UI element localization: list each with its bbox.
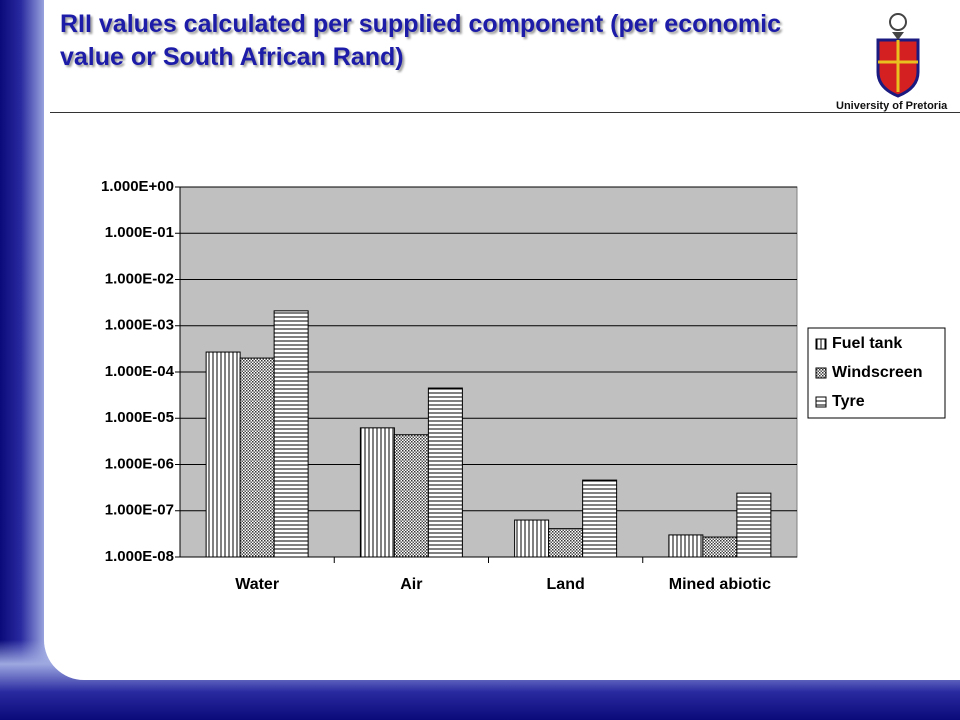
y-tick-label: 1.000E+00 <box>101 178 174 195</box>
bar <box>273 310 309 558</box>
legend-swatch <box>815 396 827 408</box>
bar <box>427 387 463 558</box>
x-tick-label: Land <box>547 576 585 593</box>
y-tick-label: 1.000E-08 <box>105 548 174 565</box>
y-tick-label: 1.000E-04 <box>105 363 175 380</box>
legend-box <box>807 327 946 419</box>
x-tick-label: Mined abiotic <box>669 576 771 593</box>
y-tick-label: 1.000E-03 <box>105 317 174 334</box>
bar <box>668 534 704 558</box>
y-tick-label: 1.000E-07 <box>105 502 174 519</box>
bar <box>702 536 738 558</box>
logo-cross <box>878 40 918 92</box>
institution-name: University of Pretoria <box>836 100 948 112</box>
y-tick-label: 1.000E-01 <box>105 224 174 241</box>
legend-swatch <box>815 367 827 379</box>
legend-label: Fuel tank <box>832 335 902 352</box>
bar <box>393 434 429 558</box>
bar <box>736 492 772 558</box>
slide-title: RII values calculated per supplied compo… <box>60 10 782 71</box>
bar <box>239 357 275 558</box>
logo-crest-base <box>892 32 904 40</box>
bar <box>548 528 584 558</box>
legend-label: Tyre <box>832 393 865 410</box>
x-tick-label: Air <box>400 576 422 593</box>
legend-label: Windscreen <box>832 364 923 381</box>
header-rule <box>50 112 960 113</box>
bar <box>514 519 550 558</box>
bar <box>205 351 241 558</box>
x-tick-label: Water <box>235 576 279 593</box>
bar <box>359 427 395 558</box>
legend-swatch <box>815 338 827 350</box>
logo-crest <box>889 13 907 31</box>
y-tick-label: 1.000E-02 <box>105 270 174 287</box>
y-tick-label: 1.000E-06 <box>105 455 174 472</box>
bar <box>582 479 618 558</box>
y-tick-label: 1.000E-05 <box>105 409 174 426</box>
